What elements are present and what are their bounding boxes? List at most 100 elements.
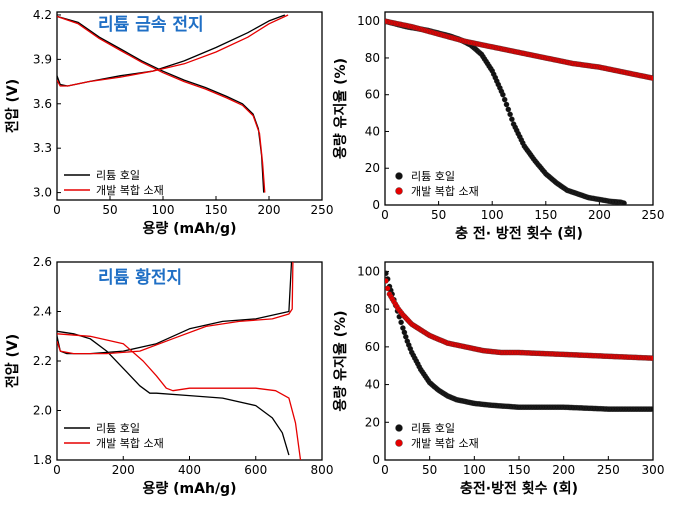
y-tick-label: 40 — [365, 124, 380, 138]
y-axis-title: 전압 (V) — [4, 334, 21, 388]
y-tick-label: 3.0 — [33, 186, 52, 200]
y-tick-label: 20 — [365, 415, 380, 429]
data-point — [509, 116, 515, 122]
chart-tl: 0 50 100 150 200 250 3.0 3.3 3.6 3.9 4.2 용량 (mAh/g)… — [4, 8, 333, 237]
y-tick-label: 1.8 — [33, 453, 52, 467]
x-tick-label: 50 — [431, 208, 446, 222]
x-tick-label: 100 — [463, 463, 486, 477]
series-line-composite-charge — [57, 262, 294, 355]
data-layer — [385, 270, 653, 412]
data-layer — [57, 14, 289, 193]
y-axis-title: 용량 유지율 (%) — [332, 311, 349, 412]
plot-frame — [56, 11, 323, 201]
chart-bl: 0 200 400 600 800 1.8 2.0 2.2 2.4 2.6 용량 (mAh/g) 전압… — [4, 255, 333, 497]
x-tick-label: 300 — [642, 463, 665, 477]
data-point — [507, 111, 513, 118]
panel-title: 리튬 금속 전지 — [98, 15, 204, 35]
x-tick-label: 200 — [112, 463, 135, 477]
series-line-composite-discharge — [57, 333, 302, 460]
x-tick-label: 150 — [534, 208, 557, 222]
legend-label: 리튬 호일 — [96, 421, 140, 435]
y-tick-label: 3.3 — [33, 141, 52, 155]
x-tick-label: 250 — [311, 203, 334, 217]
data-point — [385, 270, 389, 277]
x-tick-label: 100 — [481, 208, 504, 222]
data-point — [385, 278, 389, 284]
y-tick-label: 2.4 — [33, 305, 52, 319]
data-point — [621, 200, 627, 205]
x-tick-label: 200 — [588, 208, 611, 222]
data-point — [650, 355, 653, 361]
y-tick-label: 4.2 — [33, 8, 52, 22]
y-tick-label: 0 — [372, 198, 380, 212]
data-layer — [57, 262, 302, 460]
data-point — [650, 406, 653, 412]
x-tick-label: 150 — [205, 203, 228, 217]
y-tick-label: 3.6 — [33, 97, 52, 111]
legend-marker — [395, 172, 403, 180]
x-tick-label: 600 — [244, 463, 267, 477]
x-tick-label: 200 — [552, 463, 575, 477]
x-tick-label: 200 — [258, 203, 281, 217]
x-tick-label: 0 — [53, 463, 61, 477]
x-tick-label: 0 — [381, 463, 389, 477]
data-point — [503, 101, 510, 108]
legend-marker — [395, 439, 403, 447]
y-tick-label: 3.9 — [33, 52, 52, 66]
y-tick-label: 60 — [365, 340, 380, 354]
chart-tr: 0 50 100 150 200 250 0 20 40 60 80 100 충 전· 방전 횟수 (회… — [332, 11, 665, 242]
x-axis-title: 용량 (mAh/g) — [143, 221, 237, 237]
legend-label: 개발 복합 소재 — [96, 184, 164, 197]
x-tick-label: 250 — [642, 208, 665, 222]
data-point — [398, 319, 404, 326]
x-axis-title: 용량 (mAh/g) — [143, 481, 237, 497]
data-point — [501, 96, 508, 103]
y-axis-title: 용량 유지율 (%) — [332, 58, 349, 159]
y-tick-label: 2.0 — [33, 404, 52, 418]
data-point — [505, 106, 512, 113]
series-line-composite-discharge — [57, 15, 266, 193]
plot-frame — [384, 11, 654, 206]
data-point — [385, 285, 391, 292]
x-tick-label: 250 — [597, 463, 620, 477]
legend-label: 리튬 호일 — [411, 169, 455, 183]
x-tick-label: 50 — [102, 203, 117, 217]
x-axis-title: 충 전· 방전 횟수 (회) — [455, 225, 583, 242]
chart-br: 0 50 100 150 200 250 300 0 20 40 60 80 100 충전·방전 횟수 (… — [332, 261, 665, 497]
legend-label: 리튬 호일 — [411, 421, 455, 435]
x-tick-label: 50 — [422, 463, 437, 477]
series-line-lithium-foil-discharge — [57, 15, 265, 193]
y-tick-label: 80 — [365, 302, 380, 316]
y-tick-label: 60 — [365, 88, 380, 102]
y-tick-label: 100 — [357, 264, 380, 278]
panel-title: 리튬 황전지 — [98, 268, 182, 288]
x-tick-label: 800 — [311, 463, 334, 477]
y-tick-label: 40 — [365, 378, 380, 392]
y-tick-label: 0 — [372, 453, 380, 467]
y-tick-label: 20 — [365, 161, 380, 175]
legend-marker — [395, 187, 403, 195]
series-line-composite-charge — [57, 14, 289, 87]
legend-marker — [395, 424, 403, 432]
x-tick-label: 0 — [381, 208, 389, 222]
y-tick-label: 80 — [365, 51, 380, 65]
legend-label: 개발 복합 소재 — [411, 185, 479, 198]
x-tick-label: 100 — [152, 203, 175, 217]
series-line-lithium-foil-charge — [57, 262, 293, 355]
legend-label: 리튬 호일 — [96, 168, 140, 182]
x-tick-label: 150 — [508, 463, 531, 477]
y-axis-title: 전압 (V) — [4, 79, 21, 133]
x-tick-label: 400 — [178, 463, 201, 477]
data-point — [500, 91, 506, 98]
data-point — [650, 75, 653, 81]
data-layer — [385, 18, 653, 205]
legend-label: 개발 복합 소재 — [96, 437, 164, 450]
series-line-lithium-foil-discharge — [57, 330, 290, 456]
legend-label: 개발 복합 소재 — [411, 437, 479, 450]
y-tick-label: 2.2 — [33, 354, 52, 368]
